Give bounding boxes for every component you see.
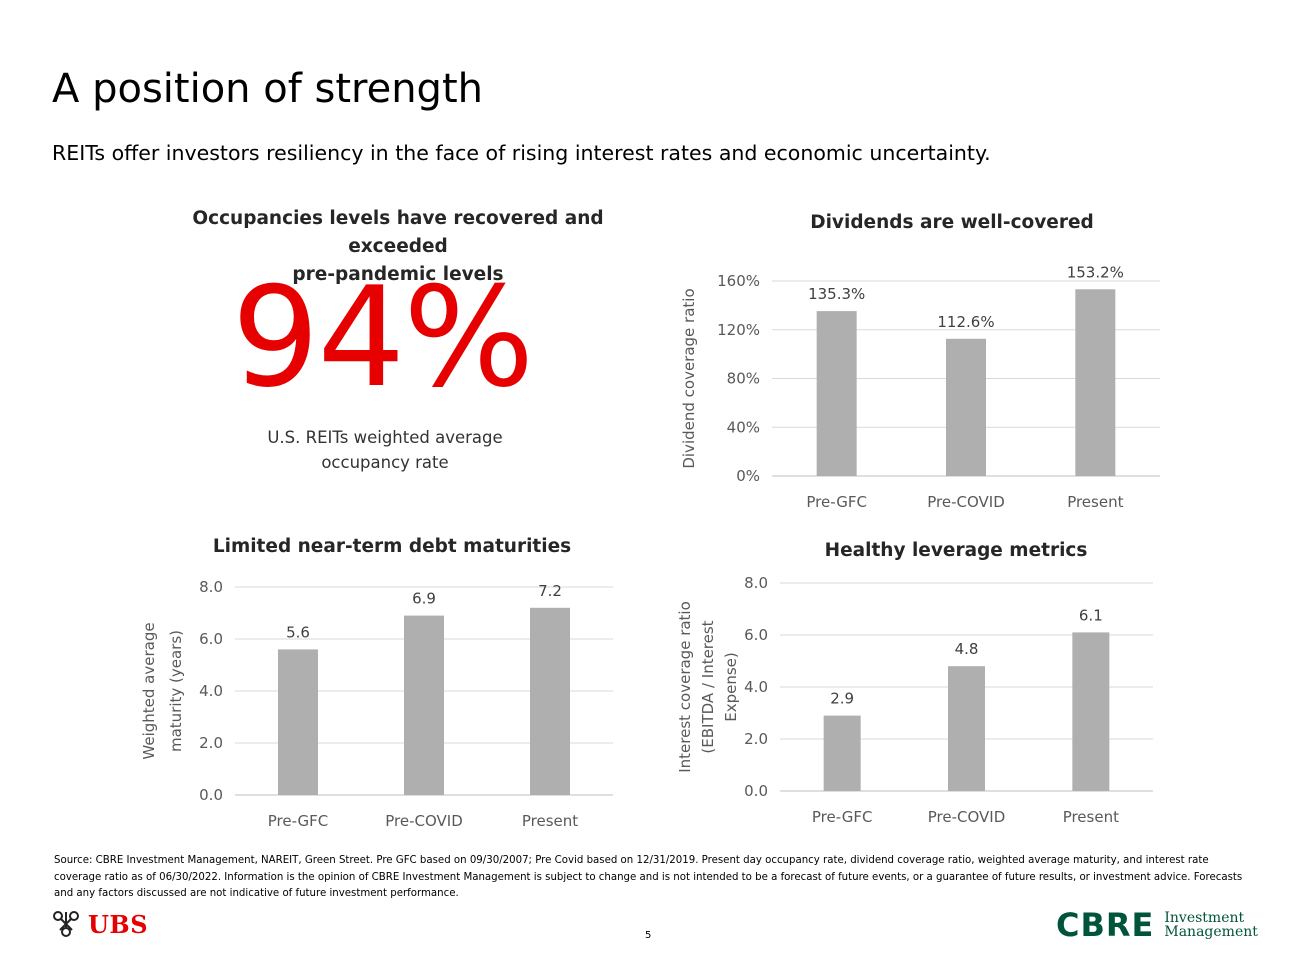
leverage-tick-label: 8.0 <box>744 574 768 592</box>
occupancy-caption: U.S. REITs weighted average occupancy ra… <box>210 425 560 475</box>
leverage-category-label: Pre-COVID <box>928 808 1006 826</box>
leverage-category-label: Pre-GFC <box>812 808 873 826</box>
maturities-bar-pre-gfc <box>278 649 318 795</box>
dividends-data-label: 135.3% <box>808 285 865 303</box>
maturities-bar-pre-covid <box>404 615 444 795</box>
dividends-data-label: 112.6% <box>937 313 994 331</box>
leverage-category-label: Present <box>1063 808 1119 826</box>
leverage-y-axis-label: (EBITDA / Interest <box>699 620 717 753</box>
ubs-keys-icon <box>53 911 79 937</box>
occupancy-caption-line-1: U.S. REITs weighted average <box>267 428 503 447</box>
cbre-subtitle: Investment Management <box>1164 911 1258 939</box>
leverage-tick-label: 4.0 <box>744 678 768 696</box>
maturities-data-label: 5.6 <box>286 623 310 641</box>
maturities-y-axis-label: maturity (years) <box>167 630 185 752</box>
occupancy-rate-value: 94% <box>231 257 535 418</box>
cbre-logo: CBRE Investment Management <box>1056 906 1258 944</box>
occupancy-title-line-1: Occupancies levels have recovered and ex… <box>192 208 604 257</box>
leverage-tick-label: 0.0 <box>744 782 768 800</box>
maturities-tick-label: 8.0 <box>199 578 223 596</box>
maturities-tick-label: 2.0 <box>199 734 223 752</box>
maturities-y-axis-label: Weighted average <box>140 622 158 759</box>
maturities-category-label: Pre-COVID <box>385 812 463 830</box>
leverage-bar-pre-gfc <box>823 715 861 791</box>
page-title: A position of strength <box>52 66 483 112</box>
occupancy-title-line-2: pre-pandemic levels <box>292 264 504 285</box>
cbre-wordmark: CBRE <box>1056 906 1155 944</box>
dividends-tick-label: 0% <box>736 467 760 485</box>
leverage-y-axis-label: Interest coverage ratio <box>676 601 694 773</box>
leverage-tick-label: 2.0 <box>744 730 768 748</box>
leverage-data-label: 2.9 <box>830 690 854 708</box>
cbre-subtitle-line-2: Management <box>1164 924 1258 940</box>
maturities-data-label: 7.2 <box>538 582 562 600</box>
source-note: Source: CBRE Investment Management, NARE… <box>54 855 1243 899</box>
ubs-logo: UBS <box>50 906 148 942</box>
dividends-y-axis-label: Dividend coverage ratio <box>680 288 698 468</box>
leverage-data-label: 6.1 <box>1079 606 1103 624</box>
leverage-chart: Healthy leverage metrics 0.0 2.0 4.0 6.0 8.0 I… <box>676 540 1153 826</box>
page-subtitle: REITs offer investors resiliency in the … <box>52 141 991 165</box>
maturities-tick-label: 0.0 <box>199 786 223 804</box>
dividends-category-label: Present <box>1067 493 1123 511</box>
maturities-tick-label: 4.0 <box>199 682 223 700</box>
maturities-tick-label: 6.0 <box>199 630 223 648</box>
dividends-category-label: Pre-GFC <box>806 493 867 511</box>
maturities-data-label: 6.9 <box>412 590 436 608</box>
dividends-chart-title: Dividends are well-covered <box>810 212 1094 233</box>
maturities-chart-title: Limited near-term debt maturities <box>213 536 571 557</box>
dividends-data-label: 153.2% <box>1067 263 1124 281</box>
cbre-subtitle-line-1: Investment <box>1164 910 1245 926</box>
ubs-wordmark: UBS <box>88 909 149 939</box>
maturities-bar-present <box>530 607 570 795</box>
leverage-bar-pre-covid <box>948 666 985 791</box>
occupancy-caption-line-2: occupancy rate <box>321 453 449 472</box>
dividends-tick-label: 40% <box>727 418 760 436</box>
maturities-category-label: Present <box>522 812 578 830</box>
dividends-tick-label: 120% <box>717 321 760 339</box>
page-number: 5 <box>645 930 652 941</box>
dividends-chart: Dividends are well-covered 0% 40% 80% 120% 16… <box>680 212 1160 511</box>
dividends-tick-label: 80% <box>727 370 760 388</box>
dividends-bar-pre-gfc <box>816 311 857 476</box>
leverage-y-axis-label: Expense) <box>722 652 740 722</box>
leverage-chart-title: Healthy leverage metrics <box>825 540 1088 561</box>
occupancy-panel-title: Occupancies levels have recovered and ex… <box>150 205 646 289</box>
maturities-chart: Limited near-term debt maturities 0.0 2.0 4… <box>140 536 613 830</box>
maturities-category-label: Pre-GFC <box>268 812 329 830</box>
dividends-bar-pre-covid <box>946 338 986 476</box>
leverage-tick-label: 6.0 <box>744 626 768 644</box>
leverage-bar-present <box>1072 632 1110 791</box>
dividends-bar-present <box>1075 289 1116 476</box>
dividends-tick-label: 160% <box>717 272 760 290</box>
leverage-data-label: 4.8 <box>955 640 979 658</box>
dividends-category-label: Pre-COVID <box>927 493 1005 511</box>
